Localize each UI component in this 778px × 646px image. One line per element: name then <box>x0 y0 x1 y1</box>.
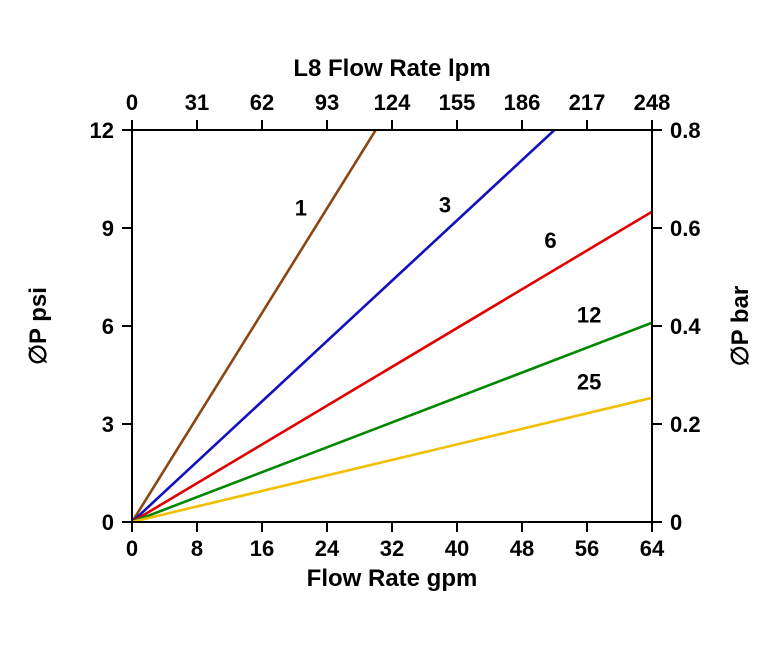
y-left-tick-label: 12 <box>90 118 114 143</box>
series-line-6 <box>132 212 652 522</box>
x-bottom-tick-label: 56 <box>575 536 599 561</box>
series-line-12 <box>132 323 652 522</box>
y-left-tick-label: 6 <box>102 314 114 339</box>
x-top-tick-label: 62 <box>250 90 274 115</box>
y-right-tick-label: 0 <box>670 510 682 535</box>
x-bottom-tick-label: 8 <box>191 536 203 561</box>
x-bottom-tick-label: 40 <box>445 536 469 561</box>
chart-container: 0816243240485664031629312415518621724803… <box>0 0 778 646</box>
x-axis-bottom-title: Flow Rate gpm <box>307 565 478 592</box>
x-top-tick-label: 0 <box>126 90 138 115</box>
x-top-tick-label: 93 <box>315 90 339 115</box>
series-label-12: 12 <box>577 303 601 328</box>
series-label-25: 25 <box>577 369 601 394</box>
y-left-tick-label: 3 <box>102 412 114 437</box>
x-top-tick-label: 217 <box>569 90 606 115</box>
y-right-tick-label: 0.2 <box>670 412 701 437</box>
x-bottom-tick-label: 32 <box>380 536 404 561</box>
x-axis-top-title: L8 Flow Rate lpm <box>293 55 490 82</box>
series-line-25 <box>132 398 652 522</box>
y-right-tick-label: 0.8 <box>670 118 701 143</box>
y-axis-left-title: ∅P psi <box>25 287 52 365</box>
y-right-tick-label: 0.4 <box>670 314 701 339</box>
y-left-tick-label: 0 <box>102 510 114 535</box>
series-label-6: 6 <box>544 228 556 253</box>
x-bottom-tick-label: 0 <box>126 536 138 561</box>
series-label-1: 1 <box>295 195 307 220</box>
x-bottom-tick-label: 24 <box>315 536 340 561</box>
x-top-tick-label: 248 <box>634 90 671 115</box>
y-left-tick-label: 9 <box>102 216 114 241</box>
series-label-3: 3 <box>439 192 451 217</box>
x-bottom-tick-label: 64 <box>640 536 665 561</box>
y-right-tick-label: 0.6 <box>670 216 701 241</box>
x-top-tick-label: 31 <box>185 90 209 115</box>
x-top-tick-label: 155 <box>439 90 476 115</box>
x-bottom-tick-label: 16 <box>250 536 274 561</box>
chart-svg: 0816243240485664031629312415518621724803… <box>0 0 778 646</box>
x-top-tick-label: 124 <box>374 90 411 115</box>
x-bottom-tick-label: 48 <box>510 536 534 561</box>
y-axis-right-title: ∅P bar <box>727 286 754 367</box>
x-top-tick-label: 186 <box>504 90 541 115</box>
